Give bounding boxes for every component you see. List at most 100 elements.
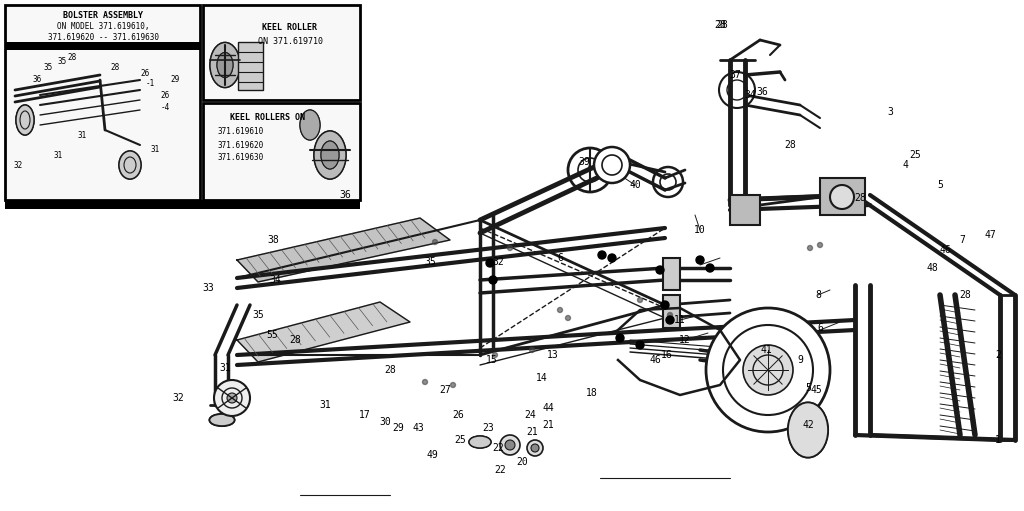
Text: 30: 30: [379, 417, 391, 427]
Ellipse shape: [469, 436, 490, 448]
Circle shape: [493, 353, 498, 358]
Text: 31: 31: [319, 400, 331, 410]
Text: 25: 25: [454, 435, 466, 445]
Circle shape: [432, 240, 437, 244]
Text: 36: 36: [33, 76, 42, 84]
Text: 28: 28: [714, 20, 726, 30]
Text: 5: 5: [937, 180, 943, 190]
Circle shape: [486, 259, 494, 267]
Polygon shape: [237, 218, 450, 282]
Text: BOLSTER ASSEMBLY: BOLSTER ASSEMBLY: [63, 12, 143, 20]
Text: 13: 13: [547, 350, 559, 360]
Text: 43: 43: [412, 423, 424, 433]
Text: 44: 44: [542, 403, 554, 413]
Circle shape: [817, 243, 822, 247]
Text: 48: 48: [926, 263, 938, 273]
Circle shape: [527, 440, 543, 456]
Text: 29: 29: [170, 76, 179, 84]
Text: 47: 47: [984, 230, 996, 240]
Text: -1: -1: [145, 79, 155, 87]
Text: 39: 39: [579, 157, 590, 167]
Text: 20: 20: [516, 457, 528, 467]
Ellipse shape: [788, 403, 828, 457]
Text: 22: 22: [493, 443, 504, 453]
Text: 40: 40: [629, 180, 641, 190]
Circle shape: [696, 256, 705, 264]
Text: 37: 37: [729, 70, 741, 80]
Text: 14: 14: [537, 373, 548, 383]
Ellipse shape: [300, 110, 319, 140]
Text: 34: 34: [744, 90, 756, 100]
Text: 33: 33: [202, 283, 214, 293]
Text: 49: 49: [426, 450, 438, 460]
Text: 35: 35: [252, 310, 264, 320]
Text: 41: 41: [760, 345, 772, 355]
Polygon shape: [237, 302, 410, 362]
Text: 16: 16: [662, 350, 673, 360]
Text: 28: 28: [289, 335, 301, 345]
Circle shape: [636, 341, 644, 349]
Bar: [663, 295, 680, 328]
Text: 31: 31: [151, 146, 160, 154]
Text: 26: 26: [140, 68, 150, 78]
Text: 36: 36: [339, 190, 351, 200]
Text: 18: 18: [586, 388, 598, 398]
Text: -4: -4: [161, 104, 170, 112]
Text: 26: 26: [453, 410, 464, 420]
Ellipse shape: [210, 414, 234, 426]
Circle shape: [565, 315, 570, 320]
Ellipse shape: [321, 141, 339, 169]
Circle shape: [508, 245, 512, 250]
Circle shape: [656, 266, 664, 274]
Ellipse shape: [321, 141, 339, 169]
Text: 35: 35: [57, 58, 67, 66]
Bar: [663, 258, 680, 290]
Text: 46: 46: [649, 355, 660, 365]
Text: 28: 28: [959, 290, 971, 300]
Circle shape: [830, 185, 854, 209]
Text: 55: 55: [266, 330, 278, 340]
Ellipse shape: [16, 105, 34, 135]
Text: 2: 2: [995, 350, 1000, 360]
Circle shape: [557, 308, 562, 313]
Text: 45: 45: [810, 385, 822, 395]
Text: 6: 6: [817, 323, 823, 333]
Circle shape: [489, 276, 497, 284]
Text: 1: 1: [995, 435, 1000, 445]
Bar: [203, 103, 360, 200]
Text: 25: 25: [909, 150, 921, 160]
Text: 28: 28: [716, 20, 728, 30]
Circle shape: [743, 345, 793, 395]
Circle shape: [505, 440, 515, 450]
Bar: [5, 5, 200, 200]
Text: 17: 17: [359, 410, 371, 420]
Bar: [730, 195, 760, 225]
Text: 8: 8: [815, 290, 821, 300]
Circle shape: [500, 435, 520, 455]
Text: 35: 35: [43, 63, 52, 73]
Bar: [5, 42, 200, 50]
Circle shape: [423, 380, 427, 384]
Text: 4: 4: [902, 160, 908, 170]
Circle shape: [668, 313, 673, 317]
Text: 24: 24: [524, 410, 536, 420]
Ellipse shape: [300, 110, 319, 140]
Text: 7: 7: [959, 235, 965, 245]
Text: 29: 29: [392, 423, 403, 433]
Circle shape: [808, 245, 812, 250]
Text: 31: 31: [53, 151, 62, 159]
Text: 35: 35: [424, 257, 436, 267]
Text: 10: 10: [694, 225, 706, 235]
Bar: [203, 5, 360, 100]
Text: 28: 28: [784, 140, 796, 150]
Text: 15: 15: [486, 355, 498, 365]
Text: KEEL ROLLERS ON: KEEL ROLLERS ON: [230, 113, 305, 123]
Text: 32: 32: [493, 257, 504, 267]
Circle shape: [598, 251, 606, 259]
Text: 31: 31: [219, 363, 230, 373]
Ellipse shape: [788, 403, 828, 457]
Ellipse shape: [217, 53, 233, 78]
Text: 371.619630: 371.619630: [218, 153, 264, 162]
Text: ON 371.619710: ON 371.619710: [257, 37, 323, 47]
Ellipse shape: [210, 42, 240, 87]
